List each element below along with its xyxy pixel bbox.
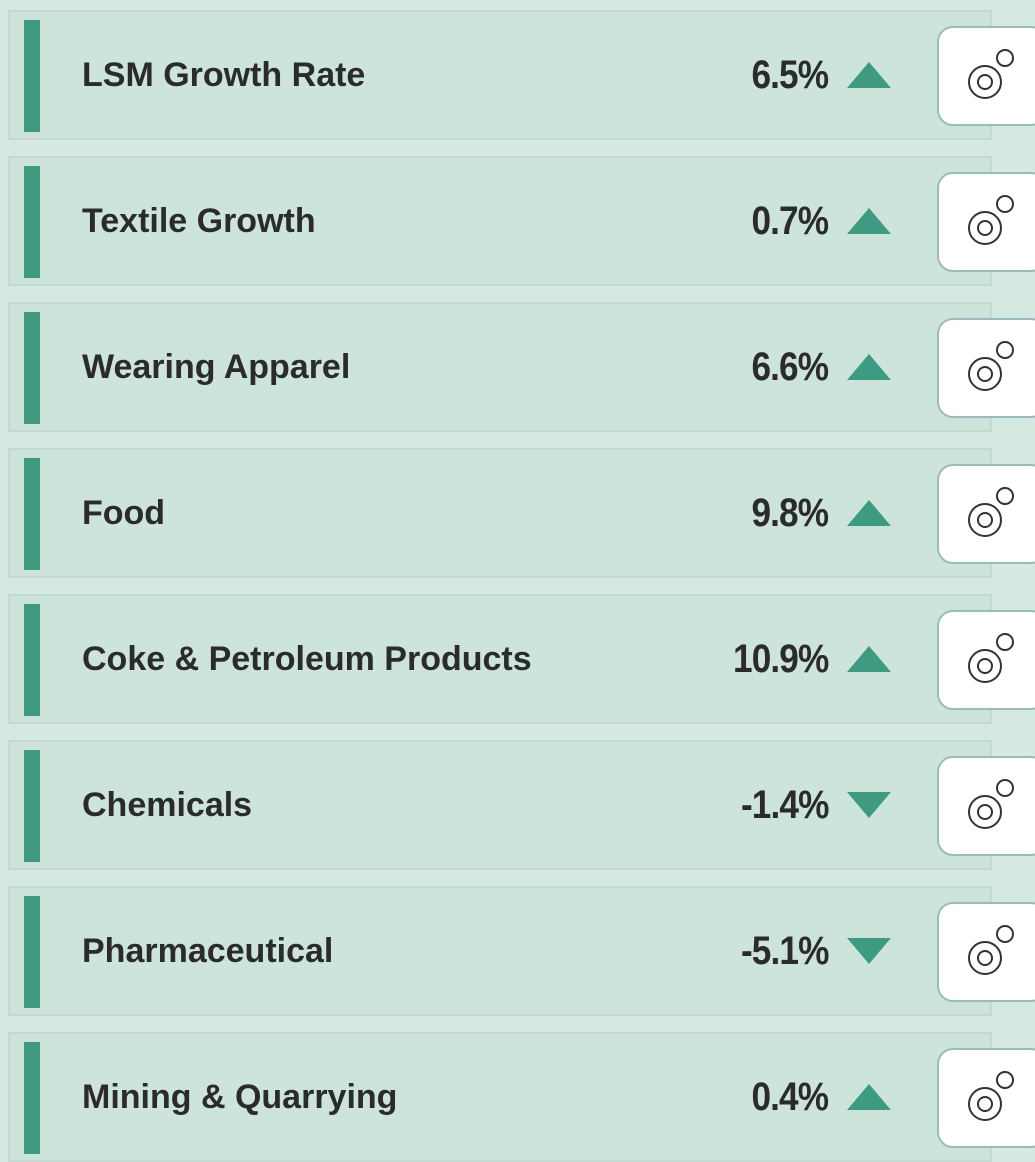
accent-bar (24, 604, 40, 716)
kpi-row: Chemicals -1.4% (8, 740, 992, 870)
accent-bar (24, 20, 40, 132)
kpi-row: LSM Growth Rate 6.5% (8, 10, 992, 140)
kpi-label: Mining & Quarrying (82, 1078, 398, 1116)
icon (968, 341, 1014, 391)
accent-bar (24, 458, 40, 570)
icon-box (937, 318, 1035, 418)
icon-box (937, 172, 1035, 272)
icon-box (937, 26, 1035, 126)
kpi-value: 0.7% (751, 199, 829, 243)
trend-arrow (847, 938, 891, 964)
trend-arrow (847, 792, 891, 818)
accent-bar (24, 1042, 40, 1154)
kpi-value: 6.6% (751, 345, 829, 389)
kpi-row: Coke & Petroleum Products 10.9% (8, 594, 992, 724)
kpi-value: 9.8% (751, 491, 829, 535)
kpi-row: Pharmaceutical -5.1% (8, 886, 992, 1016)
icon-box (937, 610, 1035, 710)
icon-box (937, 902, 1035, 1002)
icon (968, 1071, 1014, 1121)
kpi-label: Pharmaceutical (82, 932, 334, 970)
kpi-value: -5.1% (740, 929, 828, 973)
kpi-row: Wearing Apparel 6.6% (8, 302, 992, 432)
kpi-label: LSM Growth Rate (82, 56, 366, 94)
trend-arrow (847, 354, 891, 380)
accent-bar (24, 312, 40, 424)
kpi-label: Coke & Petroleum Products (82, 640, 532, 678)
accent-bar (24, 896, 40, 1008)
trend-arrow (847, 500, 891, 526)
icon (968, 925, 1014, 975)
kpi-label: Chemicals (82, 786, 253, 824)
kpi-row: Textile Growth 0.7% (8, 156, 992, 286)
accent-bar (24, 750, 40, 862)
accent-bar (24, 166, 40, 278)
icon (968, 487, 1014, 537)
icon-box (937, 464, 1035, 564)
icon-box (937, 1048, 1035, 1148)
kpi-value: -1.4% (740, 783, 828, 827)
trend-arrow (847, 1084, 891, 1110)
icon (968, 779, 1014, 829)
trend-arrow (847, 62, 891, 88)
trend-arrow (847, 208, 891, 234)
icon (968, 49, 1014, 99)
kpi-value: 10.9% (732, 637, 829, 681)
icon-box (937, 756, 1035, 856)
kpi-value: 6.5% (751, 53, 829, 97)
kpi-row: Food 9.8% (8, 448, 992, 578)
trend-arrow (847, 646, 891, 672)
kpi-label: Food (82, 494, 166, 532)
kpi-row: Mining & Quarrying 0.4% (8, 1032, 992, 1162)
kpi-value: 0.4% (751, 1075, 829, 1119)
kpi-label: Wearing Apparel (82, 348, 351, 386)
icon (968, 633, 1014, 683)
icon (968, 195, 1014, 245)
kpi-label: Textile Growth (82, 202, 316, 240)
